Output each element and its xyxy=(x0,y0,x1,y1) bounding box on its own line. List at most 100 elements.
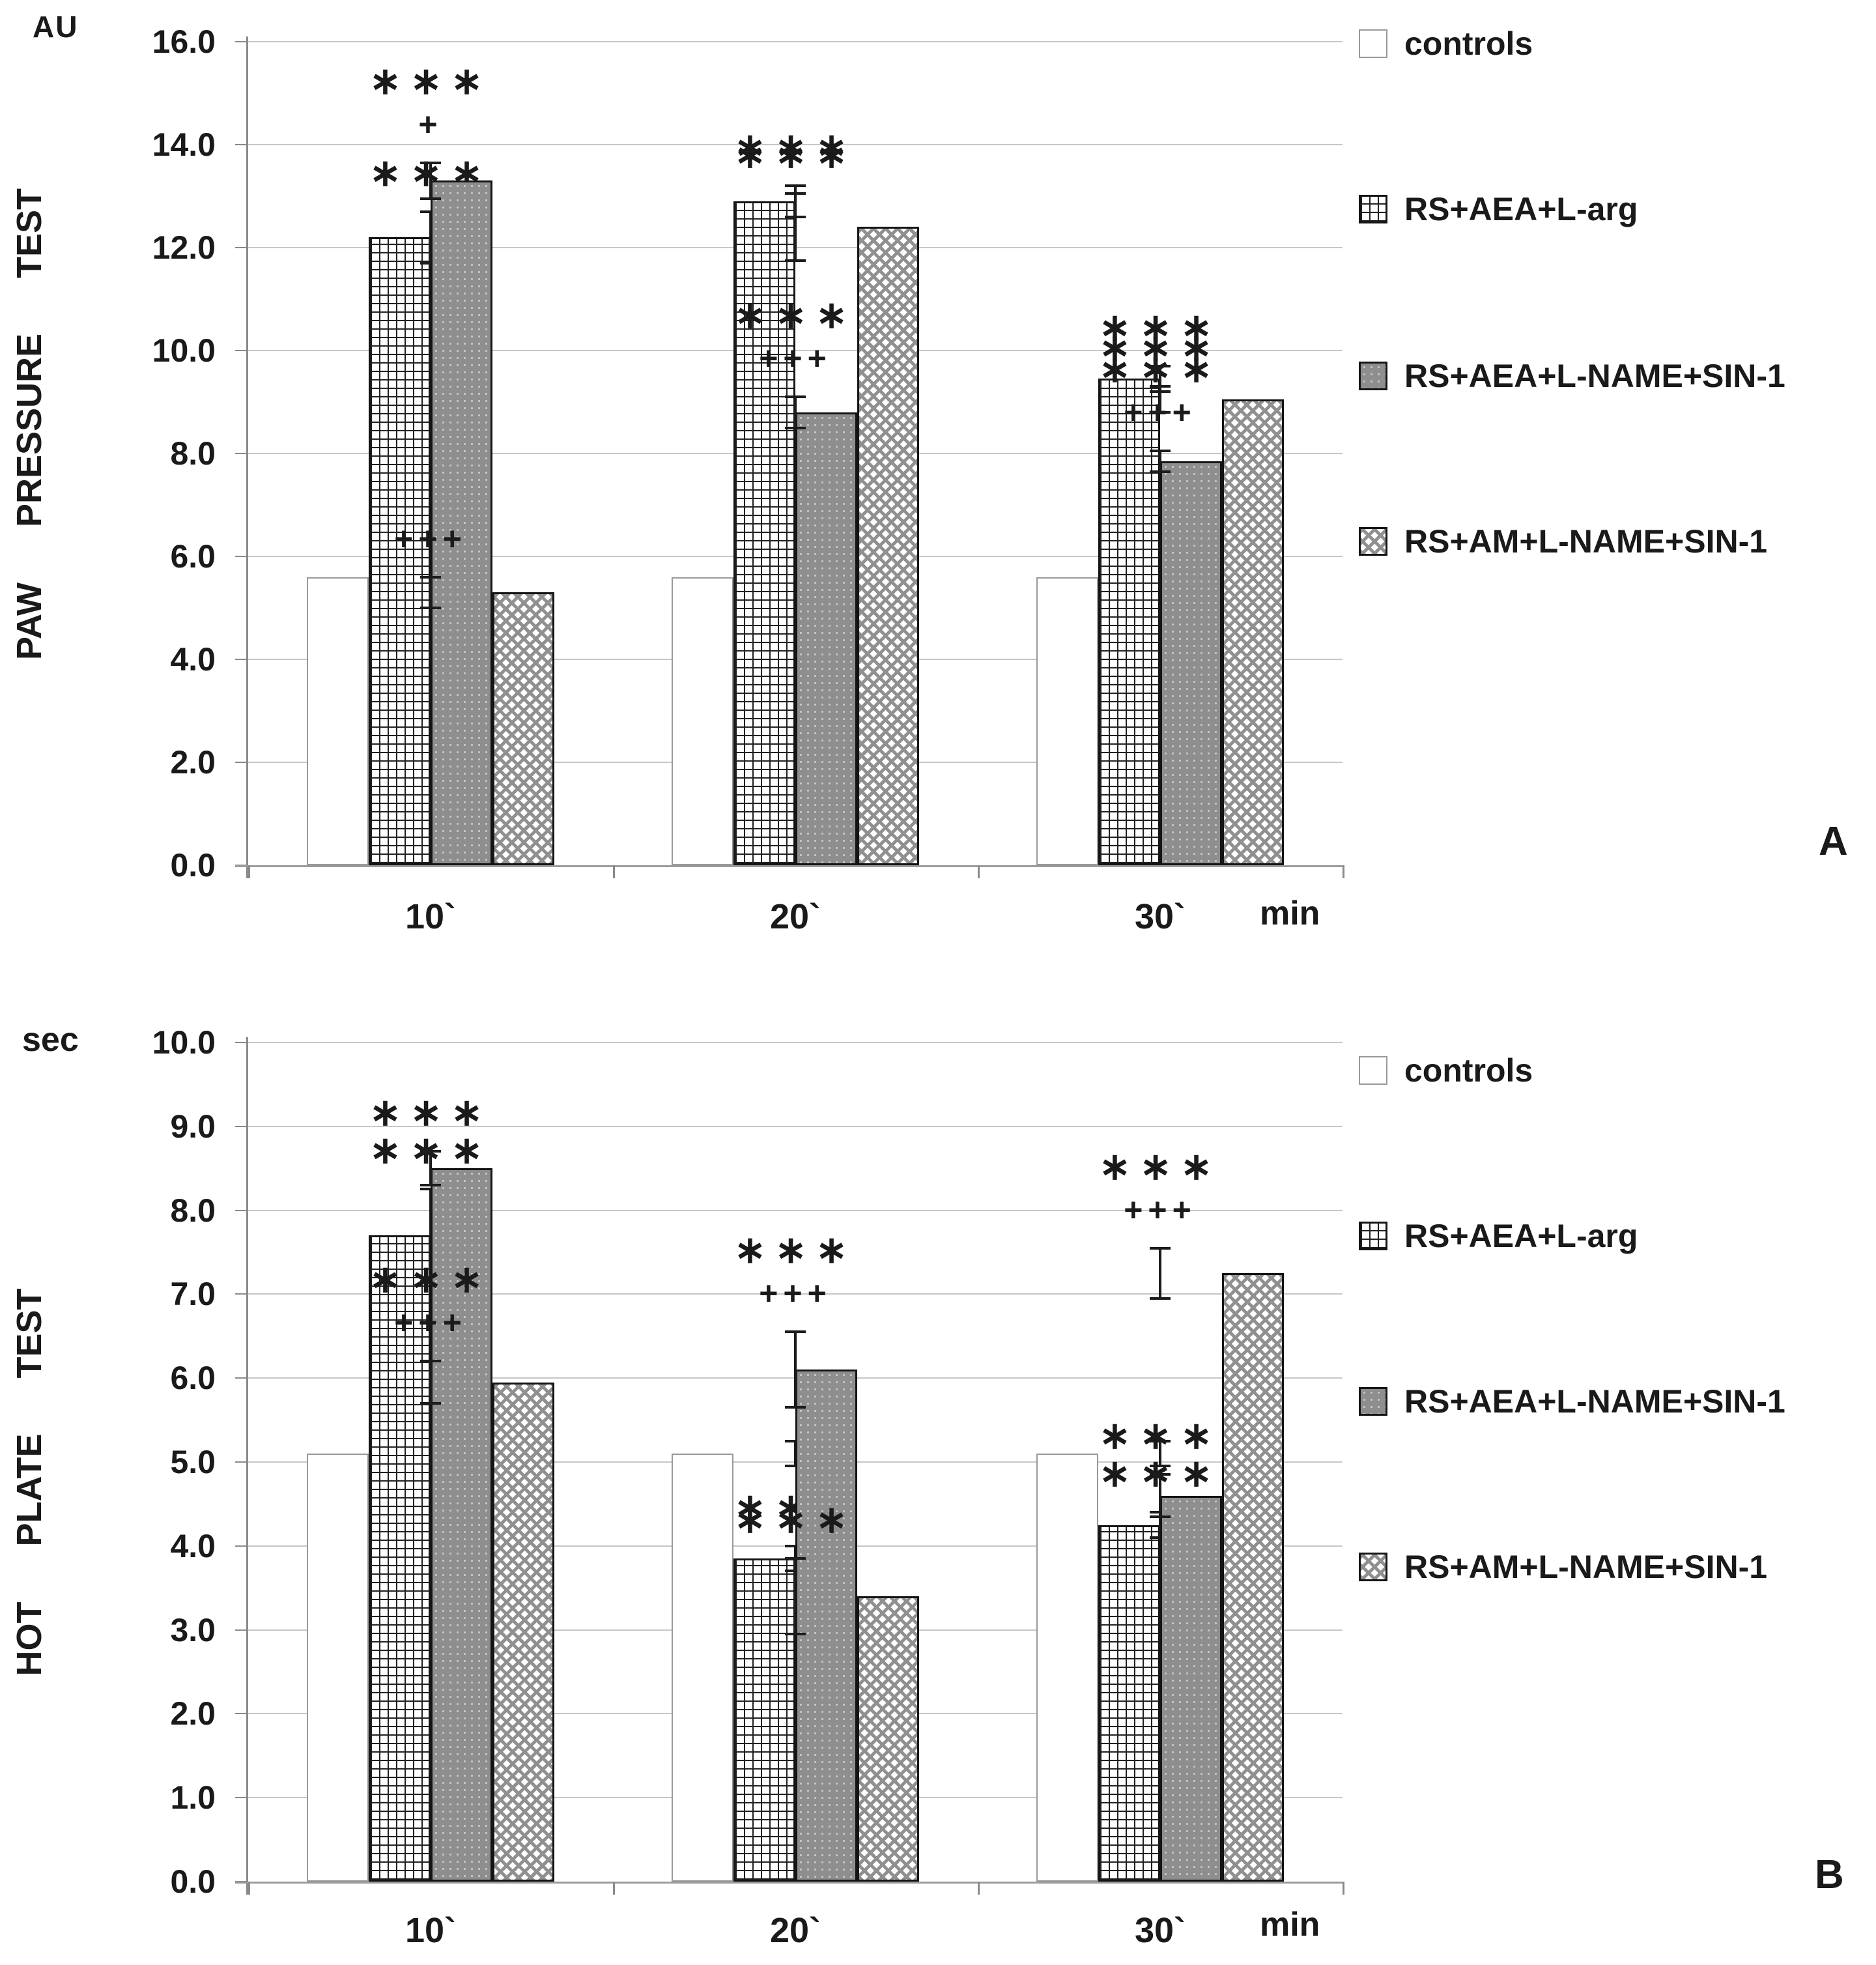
error-bar-cap xyxy=(785,192,806,195)
error-bar-cap xyxy=(420,1183,441,1186)
y-axis-tick xyxy=(235,247,248,248)
bar-rs-aea-l-name-sin-1-20 xyxy=(795,412,857,865)
y-tick-label: 0.0 xyxy=(170,1863,216,1900)
significance-symbols: ∗∗∗ xyxy=(1099,306,1221,349)
error-bar-cap xyxy=(785,1406,806,1409)
y-tick-label: 16.0 xyxy=(152,23,216,60)
legend-swatch-crosshatch xyxy=(1359,195,1387,223)
error-bar-cap xyxy=(785,426,806,429)
legend-item: RS+AM+L-NAME+SIN-1 xyxy=(1359,1548,1767,1586)
y-axis-tick xyxy=(235,762,248,763)
significance-symbols: +++ xyxy=(394,1304,467,1341)
legend-label: RS+AEA+L-NAME+SIN-1 xyxy=(1404,358,1785,394)
legend-swatch-white xyxy=(1359,29,1387,58)
x-category-label: 20` xyxy=(769,1911,821,1950)
error-bar-cap xyxy=(785,395,806,399)
y-tick-label: 6.0 xyxy=(170,538,216,575)
significance-symbols: ∗∗∗ xyxy=(369,1091,492,1134)
y-axis-tick xyxy=(235,453,248,454)
y-tick-label: 4.0 xyxy=(170,641,216,678)
error-bar xyxy=(794,1558,797,1635)
x-axis-tick xyxy=(248,1882,250,1895)
legend-label: RS+AEA+L-NAME+SIN-1 xyxy=(1404,1383,1785,1420)
y-axis-tick xyxy=(235,1797,248,1799)
significance-annotation: ∗∗∗+++ xyxy=(1056,1145,1264,1231)
x-axis-tick xyxy=(1343,1882,1344,1895)
error-bar xyxy=(794,1332,797,1408)
bar-rs-aea-l-name-sin-1-10 xyxy=(431,180,492,865)
bar-rs-am-l-name-sin-1-10 xyxy=(492,592,554,865)
x-axis-unit-label: min xyxy=(1260,1906,1320,1943)
error-bar-cap xyxy=(1150,470,1171,473)
significance-symbols: ∗∗∗ xyxy=(369,1258,492,1301)
legend-item: RS+AEA+L-arg xyxy=(1359,1217,1638,1255)
bar-rs-aea-l-name-sin-1-20 xyxy=(795,1370,857,1882)
x-category-label: 10` xyxy=(405,897,457,936)
y-tick-label: 1.0 xyxy=(170,1779,216,1816)
significance-annotation: ∗∗∗ xyxy=(691,134,900,177)
bar-controls-30 xyxy=(1036,1454,1098,1882)
legend-swatch-dark-dots xyxy=(1359,1387,1387,1416)
significance-annotation: +++ xyxy=(326,517,535,560)
y-axis-unit-label: sec xyxy=(22,1021,79,1059)
x-axis-tick xyxy=(978,865,980,878)
error-bar-cap xyxy=(785,259,806,262)
error-bar-cap xyxy=(420,197,441,200)
y-axis-tick xyxy=(235,1377,248,1379)
bar-rs-aea-l-arg-20 xyxy=(733,201,795,865)
legend-item: RS+AEA+L-arg xyxy=(1359,190,1638,228)
significance-symbols: ∗∗∗ xyxy=(1099,326,1221,369)
error-bar xyxy=(1159,386,1161,412)
y-tick-label: 12.0 xyxy=(152,229,216,266)
error-bar xyxy=(1159,366,1161,392)
bar-rs-aea-l-name-sin-1-30 xyxy=(1160,461,1222,865)
panel-letter: A xyxy=(1819,819,1848,864)
y-axis-tick xyxy=(235,556,248,557)
bar-rs-am-l-name-sin-1-20 xyxy=(857,1596,919,1882)
legend-item: RS+AEA+L-NAME+SIN-1 xyxy=(1359,357,1785,395)
y-axis-tick xyxy=(235,1125,248,1127)
x-category-label: 30` xyxy=(1134,897,1186,936)
error-bar-cap xyxy=(420,575,441,579)
error-bar-cap xyxy=(1150,364,1171,367)
error-bar-cap xyxy=(1150,410,1171,414)
error-bar-cap xyxy=(1150,450,1171,453)
y-tick-label: 7.0 xyxy=(170,1276,216,1313)
bar-rs-aea-l-arg-30 xyxy=(1098,379,1160,865)
significance-annotation: ∗∗∗ xyxy=(691,126,900,169)
gridline xyxy=(248,41,1343,42)
gridline xyxy=(248,144,1343,145)
significance-symbols: +++ xyxy=(759,340,832,377)
error-bar xyxy=(429,577,432,608)
significance-symbols: +++ xyxy=(1124,1191,1197,1228)
legend-label: controls xyxy=(1404,25,1533,62)
error-bar xyxy=(429,1151,432,1185)
error-bar-cap xyxy=(1150,385,1171,388)
significance-symbols: ∗∗∗ xyxy=(734,126,857,169)
y-tick-label: 10.0 xyxy=(152,1024,216,1061)
error-bar-cap xyxy=(785,1633,806,1636)
significance-annotation: ∗∗∗+++ xyxy=(1056,348,1264,434)
gridline xyxy=(248,1209,1343,1211)
y-axis-tick xyxy=(235,1629,248,1631)
significance-symbols: ∗∗∗ xyxy=(734,1499,857,1542)
legend-label: controls xyxy=(1404,1052,1533,1089)
gridline xyxy=(248,1042,1343,1043)
legend-label: RS+AEA+L-arg xyxy=(1404,191,1638,227)
error-bar-cap xyxy=(1150,1473,1171,1476)
significance-annotation: ∗∗∗ xyxy=(1056,1414,1264,1457)
legend-label: RS+AM+L-NAME+SIN-1 xyxy=(1404,523,1768,560)
y-tick-label: 14.0 xyxy=(152,126,216,163)
gridline xyxy=(248,350,1343,351)
y-axis-tick xyxy=(235,1713,248,1715)
legend-item: RS+AEA+L-NAME+SIN-1 xyxy=(1359,1383,1785,1420)
error-bar xyxy=(794,397,797,428)
y-tick-label: 2.0 xyxy=(170,744,216,781)
panel-letter: B xyxy=(1815,1852,1844,1897)
legend-swatch-checker xyxy=(1359,527,1387,556)
x-axis-tick xyxy=(248,865,250,878)
x-category-label: 30` xyxy=(1134,1911,1186,1950)
error-bar-cap xyxy=(785,1330,806,1334)
significance-symbols: ∗∗∗ xyxy=(1099,1414,1221,1457)
